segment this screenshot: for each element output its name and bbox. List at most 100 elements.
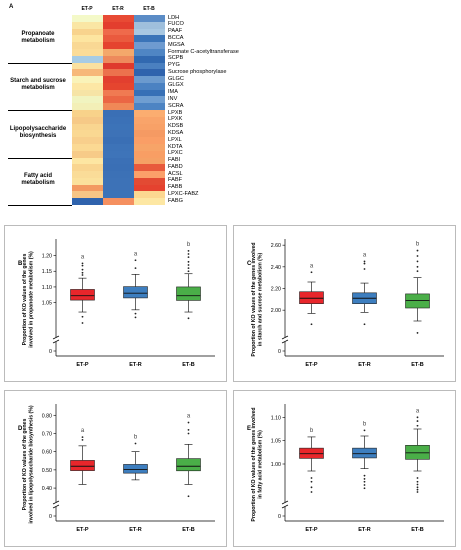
box xyxy=(299,447,324,459)
significance-letter: a xyxy=(134,251,138,257)
panel-label: C xyxy=(247,261,252,267)
heatmap-column-header: ET-R xyxy=(112,6,124,12)
heatmap-cell xyxy=(72,157,103,165)
outlier-point xyxy=(363,429,366,432)
box xyxy=(123,286,148,299)
outlier-point xyxy=(187,432,190,435)
y-tick-label: 1.20 xyxy=(42,254,52,260)
heatmap-cell xyxy=(72,89,103,97)
panel-label: D xyxy=(18,426,23,432)
heatmap-cell xyxy=(134,62,165,70)
heatmap-cell xyxy=(103,177,134,185)
outlier-point xyxy=(416,477,419,479)
outlier-point xyxy=(187,253,190,255)
heatmap-gene-label: MGSA xyxy=(168,41,185,48)
outlier-point xyxy=(416,486,419,489)
outlier-point xyxy=(134,259,137,262)
heatmap-cell xyxy=(134,164,165,172)
heatmap-cell xyxy=(134,48,165,56)
outlier-point xyxy=(363,487,366,490)
heatmap-cell xyxy=(103,55,134,63)
heatmap-cell xyxy=(72,48,103,56)
heatmap-gene-label: FABB xyxy=(168,184,183,191)
y-tick-label: 0 xyxy=(278,349,281,355)
heatmap-cell xyxy=(103,21,134,29)
heatmap-cell xyxy=(134,116,165,124)
boxplot-panel-b: B 1.20 1.15 1.10 1.05 0 Proportion of KO value… xyxy=(18,239,215,368)
heatmap-gene-label: KDSB xyxy=(168,123,184,130)
outlier-point xyxy=(363,268,366,270)
heatmap-cell xyxy=(72,198,103,206)
outlier-point xyxy=(416,416,419,419)
y-tick-label: 1.00 xyxy=(271,462,281,468)
outlier-point xyxy=(416,424,419,427)
heatmap-cell xyxy=(103,130,134,138)
box xyxy=(405,445,430,460)
heatmap-cell xyxy=(72,76,103,84)
panel-c-frame xyxy=(233,225,456,382)
heatmap-cell xyxy=(72,62,103,70)
outlier-point xyxy=(416,332,419,334)
heatmap-cell xyxy=(134,143,165,151)
x-tick-label: ET-P xyxy=(76,527,89,533)
outlier-point xyxy=(416,420,419,422)
heatmap-cell xyxy=(103,164,134,172)
boxplot-panel-c: C 2.60 2.40 2.20 2.00 0 Proportion of KO value… xyxy=(247,239,444,368)
heatmap-cell xyxy=(103,62,134,70)
outlier-point xyxy=(363,480,366,483)
heatmap-gene-label: Sucrose phosphorylase xyxy=(168,68,227,75)
heatmap-cell xyxy=(72,35,103,43)
heatmap-cell xyxy=(134,35,165,43)
heatmap-cell xyxy=(103,110,134,118)
significance-letter: b xyxy=(416,242,420,248)
heatmap-cell xyxy=(103,171,134,179)
y-tick-label: 2.20 xyxy=(271,287,281,293)
category-divider xyxy=(8,110,72,111)
heatmap-cell xyxy=(72,123,103,131)
outlier-point xyxy=(416,491,419,493)
outlier-point xyxy=(81,315,84,318)
heatmap-gene-label: FABD xyxy=(168,163,183,170)
outlier-point xyxy=(187,256,190,259)
heatmap-gene-label: KDTA xyxy=(168,143,183,150)
outlier-point xyxy=(187,317,190,320)
heatmap-cell xyxy=(134,82,165,90)
heatmap-gene-label: Formate C-acetyltransferase xyxy=(168,48,239,55)
y-tick-label: 1.10 xyxy=(42,285,52,291)
heatmap-cell xyxy=(103,15,134,23)
y-tick-label: 0.80 xyxy=(42,413,52,419)
heatmap-cell xyxy=(103,42,134,50)
outlier-point xyxy=(134,312,137,315)
y-tick-label: 1.10 xyxy=(271,415,281,421)
significance-letter: a xyxy=(416,408,420,414)
outlier-point xyxy=(81,322,84,324)
heatmap-gene-label: LPXB xyxy=(168,109,183,116)
heatmap-cell xyxy=(103,137,134,145)
heatmap-cell xyxy=(72,82,103,90)
axis-break-mark xyxy=(52,335,60,340)
boxplot-panel-d: D 0.80 0.70 0.60 0.50 0.40 0 Proportion of KO v… xyxy=(18,404,215,533)
heatmap-gene-label: FABG xyxy=(168,197,183,204)
heatmap-gene-label: ACSL xyxy=(168,170,183,177)
significance-letter: a xyxy=(187,414,191,420)
heatmap-cell xyxy=(103,198,134,206)
outlier-point xyxy=(416,483,419,486)
heatmap-cell xyxy=(72,116,103,124)
box xyxy=(176,286,201,301)
y-tick-label: 1.05 xyxy=(271,439,281,445)
heatmap-cell xyxy=(134,191,165,199)
outlier-point xyxy=(81,264,84,267)
heatmap-gene-label: SCPB xyxy=(168,55,184,62)
heatmap-cell xyxy=(134,130,165,138)
outlier-point xyxy=(416,249,419,252)
heatmap-cell xyxy=(72,171,103,179)
heatmap-cell xyxy=(103,184,134,192)
x-tick-label: ET-B xyxy=(411,527,424,533)
outlier-point xyxy=(310,486,313,489)
box xyxy=(405,293,430,309)
heatmap-gene-label: FUCO xyxy=(168,21,184,28)
heatmap-cell xyxy=(134,184,165,192)
outlier-point xyxy=(134,267,137,270)
heatmap-category-label: Starch and sucrose metabolism xyxy=(10,78,66,92)
